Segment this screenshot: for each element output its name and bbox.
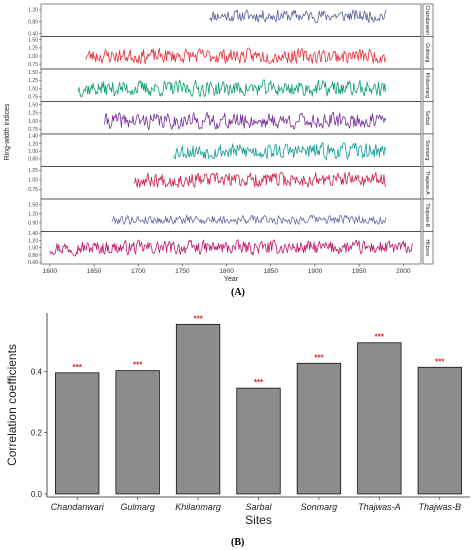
y-tick-label-hirpora: 1.40 <box>28 231 38 237</box>
bar-x-axis-title: Sites <box>245 513 272 527</box>
y-tick-label-gulmarg: 1.50 <box>28 38 38 44</box>
facet-label-sarbal: Sarbal <box>424 111 430 125</box>
series-line-sarbal <box>104 111 387 131</box>
strip-frame-thajwas-b <box>40 198 422 232</box>
facet-strip-hirpora <box>422 231 434 265</box>
y-tick-label-sarbal: 1.25 <box>28 111 38 117</box>
y-tick-label-hirpora: 0.60 <box>28 260 38 266</box>
y-tick-label-chandanwari: 0.40 <box>28 31 38 37</box>
x-tick-label: 1900 <box>308 268 323 275</box>
y-tick-label-chandanwari: 1.20 <box>28 8 38 14</box>
strip-frame-sarbal <box>40 101 422 135</box>
y-tick-label-gulmarg: 0.75 <box>28 62 38 68</box>
panel-label-a: (A) <box>231 287 245 298</box>
x-axis-title: Year <box>224 276 239 283</box>
bar-category-label-chandanwari: Chandanwari <box>51 502 105 512</box>
bar-thajwas-a <box>357 342 402 495</box>
x-tick-label: 2000 <box>396 268 411 275</box>
significance-label-khilanmarg: *** <box>193 314 203 323</box>
bar-gulmarg <box>115 370 160 495</box>
bar-category-label-thajwas-a: Thajwas-A <box>358 502 401 512</box>
y-tick-label-sarbal: 1.00 <box>28 119 38 125</box>
panel-label-b: (B) <box>231 537 245 548</box>
facet-label-khilanmarg: Khilanmarg <box>424 73 430 99</box>
series-line-thajwas-b <box>111 214 387 225</box>
series-line-hirpora <box>49 239 413 257</box>
facet-label-hirpora: Hirpora <box>424 240 430 257</box>
y-tick-label-sarbal: 1.50 <box>28 103 38 109</box>
bar-chandanwari <box>55 372 100 495</box>
y-tick-label-thajwas-b: 0.90 <box>28 220 38 226</box>
y-tick-label-sonmarg: 1.40 <box>28 134 38 140</box>
y-tick-label-hirpora: 1.20 <box>28 238 38 244</box>
bar-category-label-khilanmarg: Khilanmarg <box>175 502 221 512</box>
bar-y-tick-label: 0.0 <box>31 490 43 499</box>
significance-label-thajwas-a: *** <box>375 333 385 342</box>
facet-label-thajwas-b: Thajwas-B <box>424 203 430 227</box>
significance-label-thajwas-b: *** <box>435 357 445 366</box>
facet-label-chandanwari: Chandanwari <box>424 6 430 35</box>
bar-category-label-sonmarg: Sonmarg <box>301 502 338 512</box>
bar-khilanmarg <box>175 323 221 495</box>
y-tick-label-khilanmarg: 0.75 <box>28 94 38 100</box>
facet-label-sonmarg: Sonmarg <box>424 140 430 161</box>
bar-category-label-sarbal: Sarbal <box>245 502 272 512</box>
bar-thajwas-b <box>417 366 462 495</box>
x-tick-label: 1850 <box>264 268 279 275</box>
series-line-thajwas-a <box>133 171 387 188</box>
y-tick-label-gulmarg: 1.25 <box>28 46 38 52</box>
strip-frame-sonmarg <box>40 133 422 167</box>
series-line-chandanwari <box>208 9 387 24</box>
series-line-gulmarg <box>84 47 387 64</box>
x-tick-label: 1800 <box>219 268 234 275</box>
y-tick-label-sonmarg: 0.80 <box>28 157 38 163</box>
x-tick-label: 1600 <box>43 268 58 275</box>
significance-label-sarbal: *** <box>254 378 264 387</box>
y-tick-label-sonmarg: 1.20 <box>28 141 38 147</box>
x-tick-label: 1750 <box>175 268 190 275</box>
y-axis-title: Ring-width indices <box>4 103 11 160</box>
y-tick-label-hirpora: 0.80 <box>28 253 38 259</box>
y-tick-label-hirpora: 1.00 <box>28 246 38 252</box>
y-tick-label-thajwas-a: 1.00 <box>28 178 38 184</box>
y-tick-label-thajwas-a: 1.25 <box>28 168 38 174</box>
y-tick-label-thajwas-b: 1.20 <box>28 212 38 218</box>
facet-label-thajwas-a: Thajwas-A <box>424 171 430 195</box>
y-tick-label-sonmarg: 1.00 <box>28 149 38 155</box>
y-tick-label-chandanwari: 0.80 <box>28 20 38 26</box>
y-tick-label-gulmarg: 1.00 <box>28 54 38 60</box>
series-line-khilanmarg <box>77 79 387 98</box>
bar-sonmarg <box>296 362 342 495</box>
y-tick-label-khilanmarg: 1.50 <box>28 70 38 76</box>
facet-label-gulmarg: Gulmarg <box>424 43 430 62</box>
significance-label-sonmarg: *** <box>314 353 324 362</box>
bar-y-tick-label: 0.2 <box>31 429 43 438</box>
bar-sarbal <box>236 387 281 495</box>
x-tick-label: 1650 <box>87 268 102 275</box>
strip-frame-hirpora <box>40 231 422 265</box>
x-tick-label: 1700 <box>131 268 146 275</box>
bar-category-label-thajwas-b: Thajwas-B <box>419 502 462 512</box>
y-tick-label-thajwas-a: 0.75 <box>28 187 38 193</box>
series-line-sonmarg <box>173 141 387 161</box>
y-tick-label-sarbal: 0.75 <box>28 127 38 133</box>
bar-category-label-gulmarg: Gulmarg <box>120 502 155 512</box>
y-tick-label-thajwas-b: 1.50 <box>28 203 38 209</box>
significance-label-gulmarg: *** <box>133 361 143 370</box>
significance-label-chandanwari: *** <box>73 363 83 372</box>
x-tick-label: 1950 <box>352 268 367 275</box>
y-tick-label-khilanmarg: 1.00 <box>28 86 38 92</box>
y-tick-label-khilanmarg: 1.25 <box>28 78 38 84</box>
bar-y-tick-label: 0.4 <box>31 367 43 376</box>
bar-y-axis-title: Correlation coefficients <box>5 344 19 466</box>
